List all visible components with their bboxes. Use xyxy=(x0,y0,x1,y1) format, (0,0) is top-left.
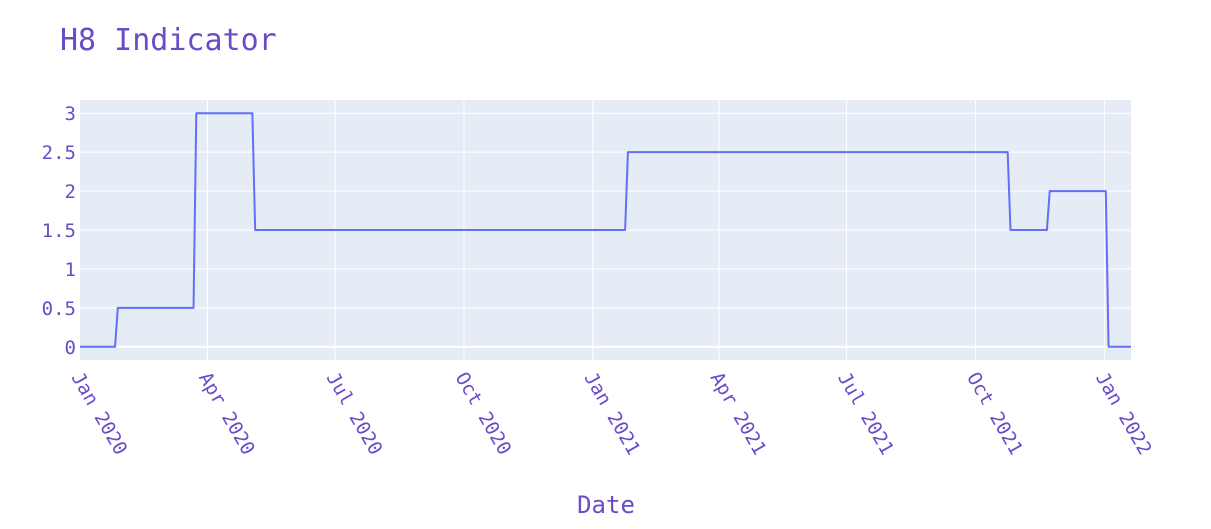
y-tick-label: 3 xyxy=(65,103,76,125)
chart-title: H8 Indicator xyxy=(60,23,277,58)
y-tick-label: 1.5 xyxy=(42,220,76,242)
y-tick-labels: 0 0.5 1 1.5 2 2.5 3 xyxy=(42,103,76,359)
y-tick-label: 0 xyxy=(65,337,76,359)
x-axis-title: Date xyxy=(577,491,635,519)
y-tick-label: 2.5 xyxy=(42,142,76,164)
series-line xyxy=(80,112,1131,348)
y-tick-label: 1 xyxy=(65,259,76,281)
series-group xyxy=(80,112,1131,348)
y-tick-label: 2 xyxy=(65,181,76,203)
y-tick-label: 0.5 xyxy=(42,298,76,320)
